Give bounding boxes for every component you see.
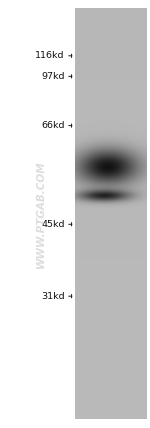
Text: 31kd: 31kd — [41, 291, 64, 301]
Text: WWW.PTGAB.COM: WWW.PTGAB.COM — [36, 160, 45, 268]
Text: 66kd: 66kd — [41, 121, 64, 130]
Text: 116kd: 116kd — [35, 51, 64, 60]
Text: 97kd: 97kd — [41, 72, 64, 81]
Text: 45kd: 45kd — [41, 220, 64, 229]
